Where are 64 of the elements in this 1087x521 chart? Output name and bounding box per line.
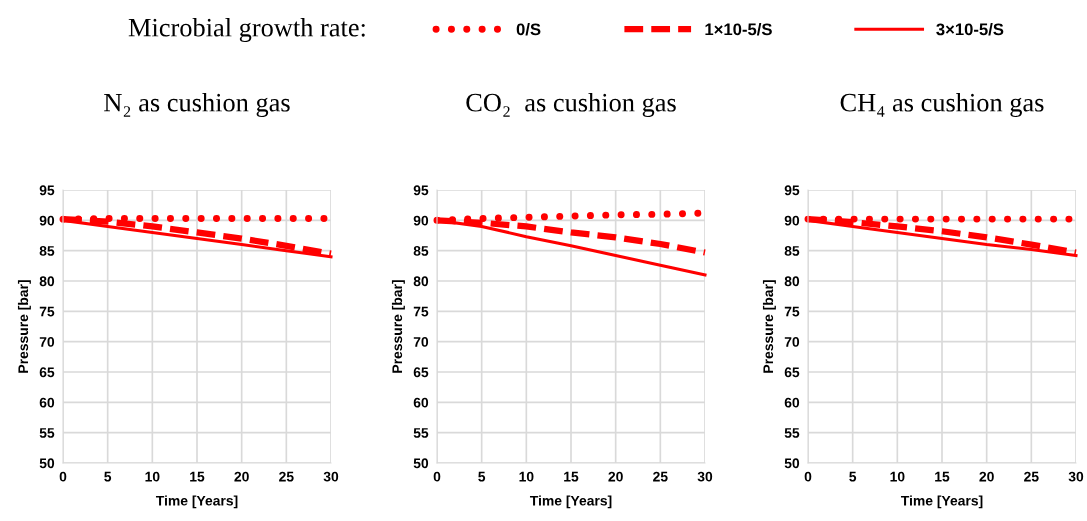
x-tick-label: 30 — [1068, 471, 1084, 482]
y-tick-label: 50 — [784, 458, 800, 469]
y-tick-label: 55 — [39, 428, 55, 438]
y-tick-label: 65 — [39, 367, 55, 378]
y-tick-label: 70 — [784, 337, 800, 347]
y-axis-title: Pressure [bar] — [391, 280, 405, 373]
y-tick-label: 95 — [784, 185, 800, 196]
y-tick-label: 55 — [413, 428, 429, 438]
y-tick-label: 70 — [39, 337, 55, 347]
y-tick-label: 95 — [413, 185, 429, 196]
x-tick-label: 10 — [145, 471, 160, 482]
y-tick-label: 75 — [784, 306, 800, 317]
chart-title: CO₂ as cushion gas — [466, 93, 676, 117]
y-tick-label: 60 — [413, 397, 429, 408]
y-tick-label: 70 — [413, 337, 429, 347]
y-tick-label: 50 — [39, 458, 55, 469]
legend-label: 0/S — [516, 23, 541, 36]
y-tick-label: 85 — [784, 246, 800, 256]
x-tick-label: 10 — [519, 471, 534, 482]
x-tick-label: 25 — [1024, 471, 1039, 482]
x-tick-label: 25 — [279, 471, 294, 482]
x-tick-label: 15 — [564, 471, 579, 482]
y-tick-label: 90 — [413, 215, 429, 226]
y-tick-label: 80 — [39, 276, 55, 287]
y-tick-label: 90 — [784, 215, 800, 226]
y-tick-label: 60 — [784, 397, 800, 408]
x-axis-title: Time [Years] — [529, 495, 612, 509]
x-tick-label: 5 — [478, 471, 486, 482]
y-axis-title: Pressure [bar] — [762, 280, 776, 373]
x-tick-label: 25 — [653, 471, 668, 482]
y-axis-title: Pressure [bar] — [17, 280, 31, 373]
x-tick-label: 30 — [697, 471, 713, 482]
x-axis-title: Time [Years] — [155, 495, 238, 509]
x-tick-label: 30 — [323, 471, 339, 482]
x-tick-label: 15 — [935, 471, 950, 482]
y-tick-label: 80 — [784, 276, 800, 287]
y-tick-label: 60 — [39, 397, 55, 408]
y-tick-label: 90 — [39, 215, 55, 226]
y-tick-label: 65 — [413, 367, 429, 378]
x-tick-label: 20 — [234, 471, 249, 482]
y-tick-label: 55 — [784, 428, 800, 438]
x-tick-label: 0 — [433, 471, 441, 482]
y-tick-label: 95 — [39, 185, 55, 196]
x-tick-label: 5 — [104, 471, 112, 482]
y-tick-label: 85 — [39, 246, 55, 256]
x-tick-label: 15 — [190, 471, 205, 482]
chart-title: CH₄ as cushion gas — [840, 93, 1044, 117]
x-tick-label: 20 — [979, 471, 994, 482]
y-tick-label: 65 — [784, 367, 800, 378]
legend-label: 3×10-5/S — [936, 23, 1004, 36]
x-tick-label: 0 — [59, 471, 67, 482]
y-tick-label: 75 — [413, 306, 429, 317]
x-tick-label: 20 — [608, 471, 623, 482]
chart-title: N₂ as cushion gas — [104, 93, 290, 117]
y-tick-label: 75 — [39, 306, 55, 317]
x-tick-label: 5 — [849, 471, 857, 482]
y-tick-label: 80 — [413, 276, 429, 287]
legend-title: Microbial growth rate: — [128, 18, 365, 42]
y-tick-label: 50 — [413, 458, 429, 469]
y-tick-label: 85 — [413, 246, 429, 256]
x-tick-label: 0 — [804, 471, 812, 482]
x-axis-title: Time [Years] — [900, 495, 983, 509]
x-tick-label: 10 — [890, 471, 905, 482]
legend-label: 1×10-5/S — [705, 23, 772, 36]
